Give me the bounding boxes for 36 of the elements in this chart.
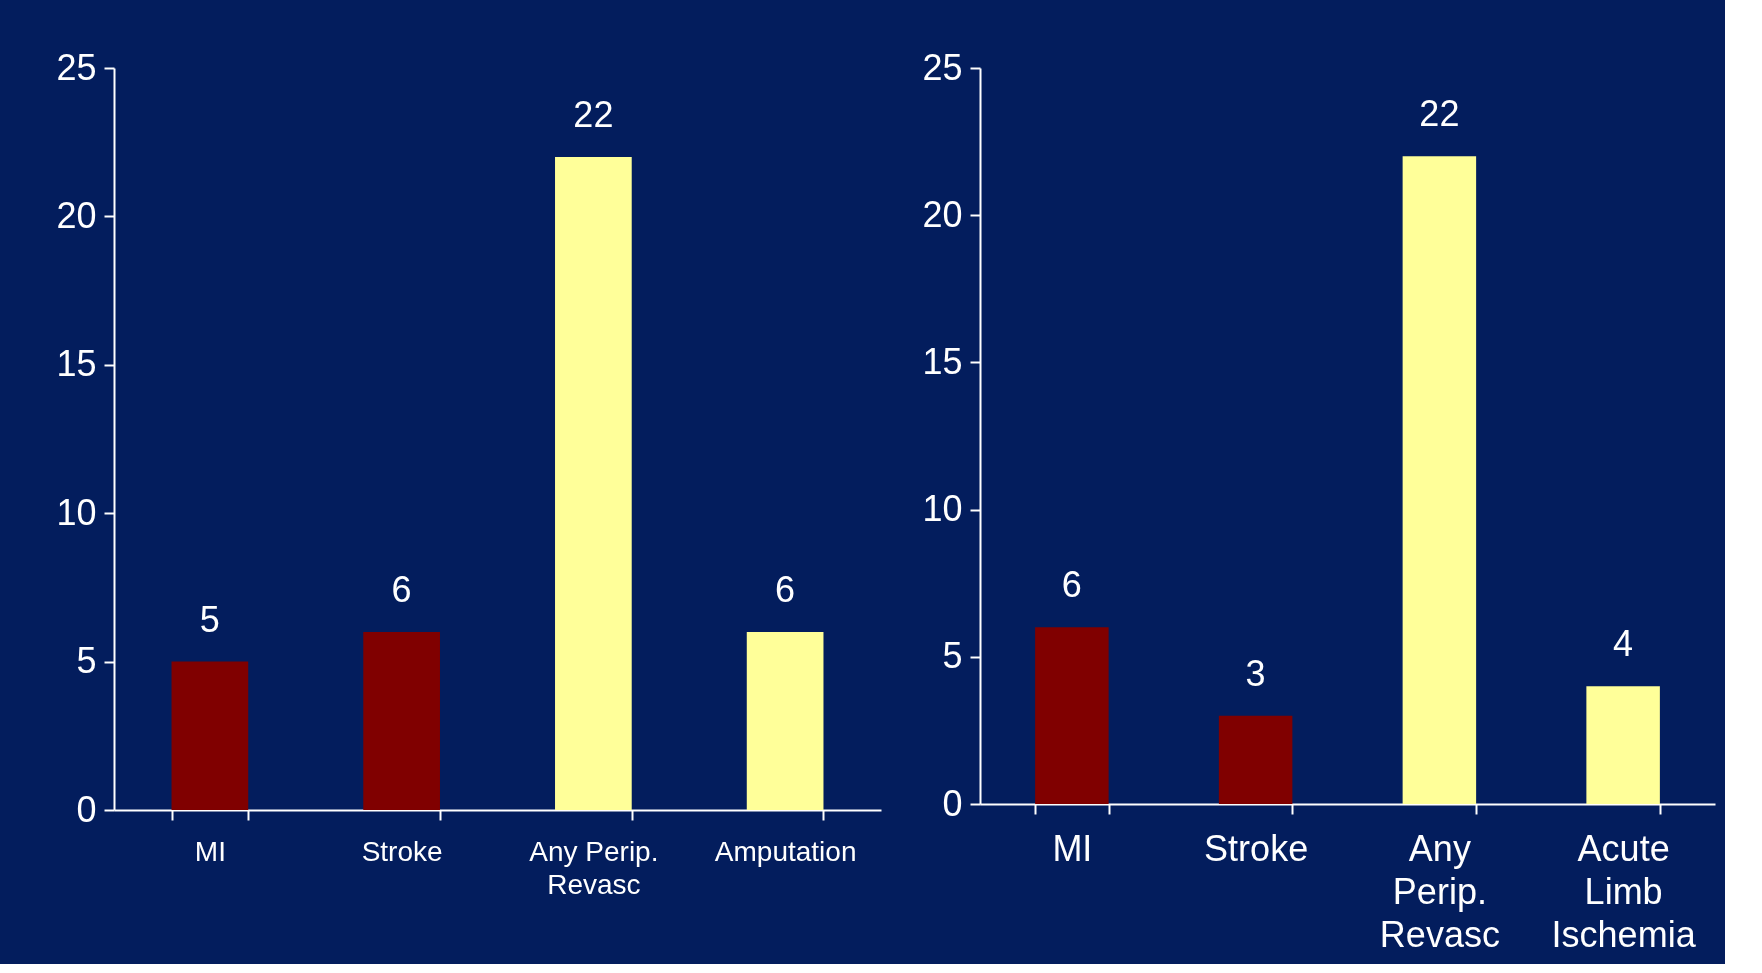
x-tick-label: Acute Limb Ischemia xyxy=(1551,827,1697,955)
x-tick-label: Stroke xyxy=(361,835,443,867)
x-tick-label: Stroke xyxy=(1204,827,1309,869)
bar xyxy=(1035,627,1109,804)
bar xyxy=(171,661,249,810)
y-tick-label: 25 xyxy=(922,46,963,88)
y-tick-label: 5 xyxy=(76,640,97,682)
y-tick-label: 20 xyxy=(56,194,97,236)
data-label: 22 xyxy=(573,94,614,136)
bar xyxy=(363,631,440,810)
y-tick-label: 15 xyxy=(56,343,97,385)
x-tick-label: Any Perip. Revasc xyxy=(1379,827,1500,955)
y-tick-label: 15 xyxy=(922,340,963,382)
data-label: 6 xyxy=(1061,564,1082,606)
data-label: 22 xyxy=(1419,93,1460,135)
y-tick-label: 5 xyxy=(942,635,963,677)
y-tick-label: 10 xyxy=(56,491,97,533)
data-label: 3 xyxy=(1245,652,1266,694)
y-tick-label: 10 xyxy=(922,488,963,530)
y-tick-label: 0 xyxy=(76,788,97,830)
x-tick-label: MI xyxy=(1052,827,1093,869)
bar xyxy=(746,631,824,810)
data-label: 4 xyxy=(1613,623,1634,665)
data-label: 6 xyxy=(775,568,796,610)
bar xyxy=(1218,715,1293,804)
data-label: 6 xyxy=(391,568,412,610)
x-tick-label: MI xyxy=(194,835,226,867)
y-tick-label: 20 xyxy=(922,193,963,235)
y-tick-label: 25 xyxy=(56,46,97,88)
bar xyxy=(555,157,632,810)
bar xyxy=(1402,156,1477,804)
y-tick-label: 0 xyxy=(942,782,963,824)
x-tick-label: Amputation xyxy=(714,835,857,867)
bar xyxy=(1586,686,1660,804)
data-label: 5 xyxy=(199,598,220,640)
x-tick-label: Any Perip. Revasc xyxy=(529,835,659,901)
